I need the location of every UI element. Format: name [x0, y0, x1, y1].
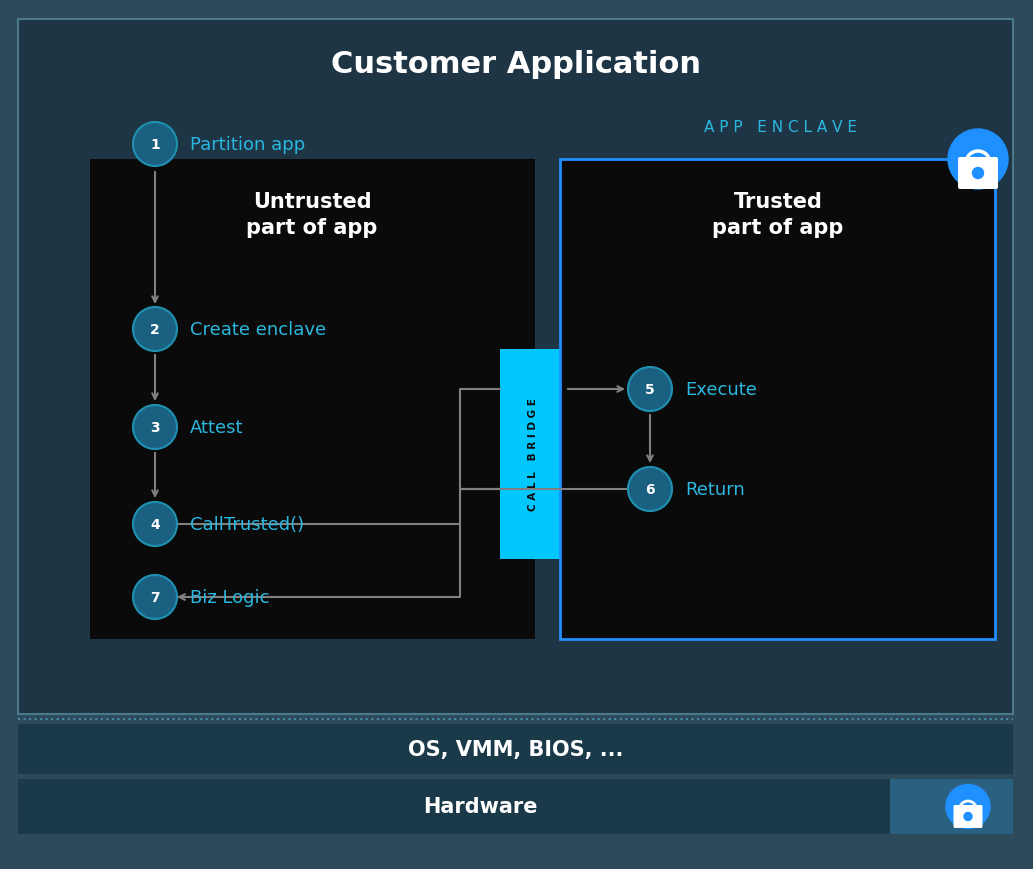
Circle shape	[133, 406, 177, 449]
Text: 1: 1	[150, 138, 160, 152]
FancyBboxPatch shape	[560, 160, 995, 640]
FancyBboxPatch shape	[90, 160, 535, 640]
Text: Customer Application: Customer Application	[331, 50, 701, 79]
Circle shape	[133, 575, 177, 620]
Text: 4: 4	[150, 517, 160, 531]
Text: Partition app: Partition app	[190, 136, 305, 154]
Text: 7: 7	[150, 590, 160, 604]
Text: Biz Logic: Biz Logic	[190, 588, 270, 607]
Text: 2: 2	[150, 322, 160, 336]
Text: Untrusted
part of app: Untrusted part of app	[246, 191, 378, 238]
Text: Execute: Execute	[685, 381, 757, 399]
Circle shape	[948, 129, 1008, 189]
Circle shape	[133, 123, 177, 167]
Text: Create enclave: Create enclave	[190, 321, 326, 339]
Circle shape	[133, 502, 177, 547]
Text: 5: 5	[646, 382, 655, 396]
Circle shape	[946, 785, 990, 828]
Text: Trusted
part of app: Trusted part of app	[713, 191, 844, 238]
FancyBboxPatch shape	[18, 779, 1013, 834]
Text: CallTrusted(): CallTrusted()	[190, 515, 304, 534]
FancyBboxPatch shape	[500, 349, 565, 560]
Text: A P P   E N C L A V E: A P P E N C L A V E	[703, 121, 856, 136]
FancyBboxPatch shape	[890, 779, 1013, 834]
Text: Hardware: Hardware	[422, 797, 537, 817]
Circle shape	[964, 813, 972, 820]
Circle shape	[628, 368, 672, 412]
Circle shape	[628, 468, 672, 512]
Text: 6: 6	[646, 482, 655, 496]
FancyBboxPatch shape	[953, 805, 982, 828]
Text: C A L L   B R I D G E: C A L L B R I D G E	[528, 398, 537, 511]
FancyBboxPatch shape	[18, 724, 1013, 774]
Circle shape	[133, 308, 177, 352]
Text: OS, VMM, BIOS, ...: OS, VMM, BIOS, ...	[408, 740, 624, 760]
Text: Return: Return	[685, 481, 745, 499]
FancyBboxPatch shape	[18, 20, 1013, 714]
FancyBboxPatch shape	[958, 158, 998, 189]
Text: 3: 3	[150, 421, 160, 434]
Text: Attest: Attest	[190, 419, 244, 436]
Circle shape	[972, 169, 983, 179]
